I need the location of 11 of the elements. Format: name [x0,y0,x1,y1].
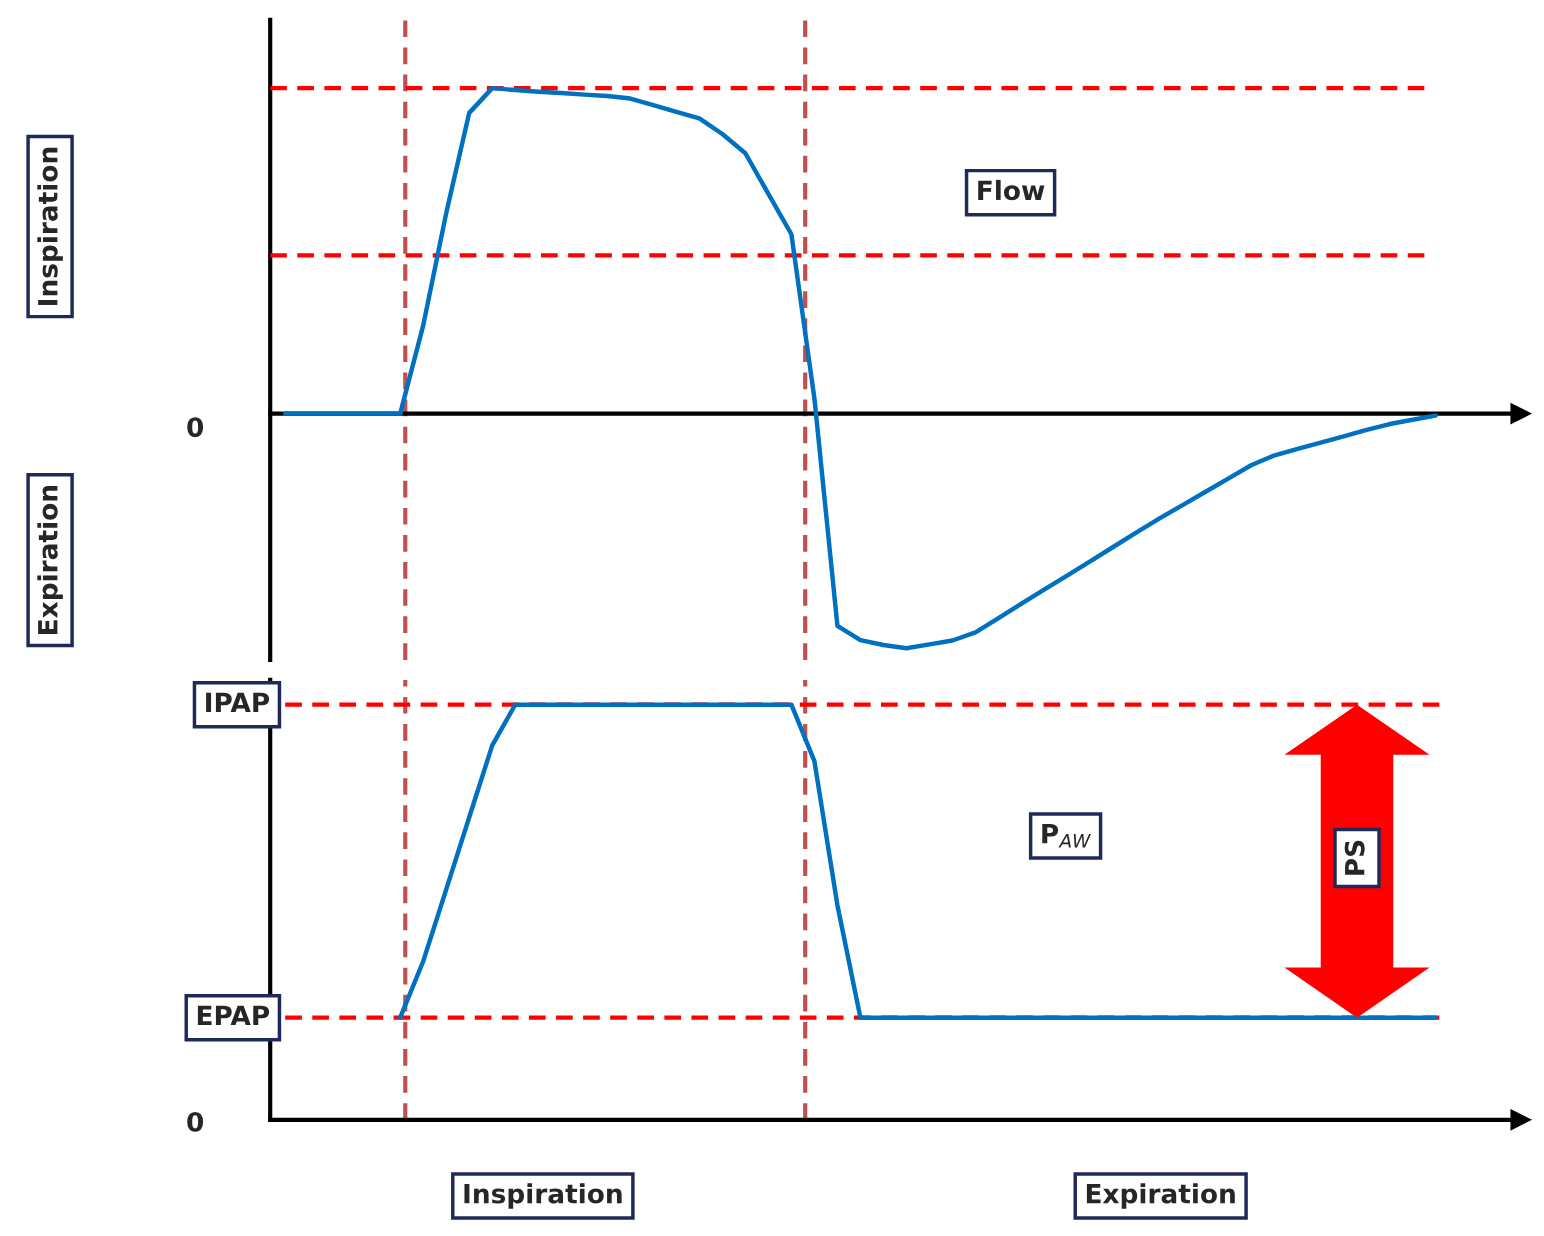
text: Inspiration [464,1183,622,1209]
annotation: Flow [978,179,1045,201]
ref-line-label: IPAP [206,692,270,712]
text: Inspiration [37,147,63,305]
text: 0 [187,417,204,438]
text: Expiration [37,486,63,634]
ref-line-label: EPAP [197,1005,270,1025]
text: 0 [187,1111,204,1132]
text: Expiration [1086,1183,1235,1209]
annotation: PS [1344,840,1365,875]
annotation: P$_{AW}$ [1042,824,1091,848]
